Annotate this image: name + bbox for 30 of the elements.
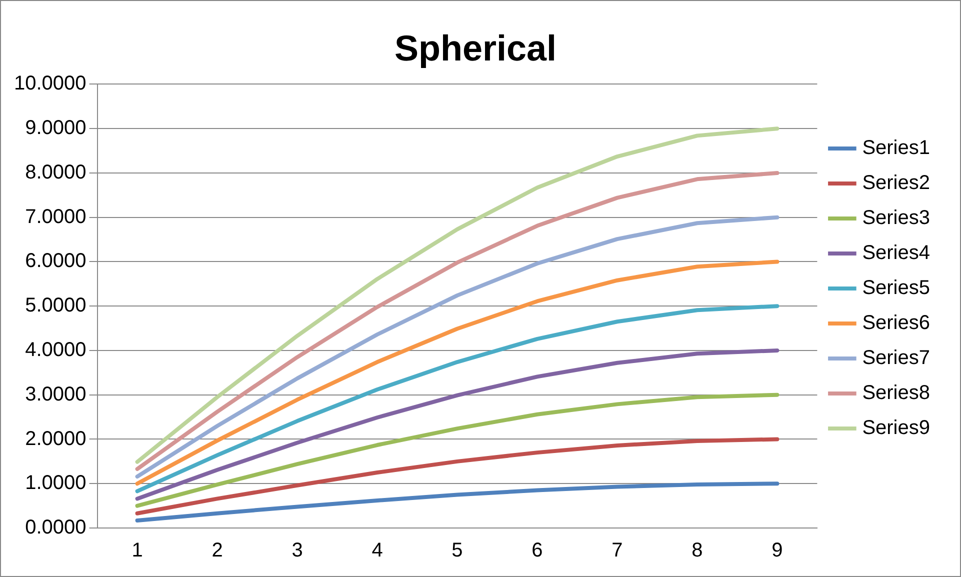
x-tick-label: 1 — [132, 540, 143, 562]
y-tick-label: 10.0000 — [14, 72, 86, 95]
x-tick-label: 6 — [532, 540, 543, 562]
legend-label: Series4 — [862, 242, 930, 264]
y-tick-label: 5.0000 — [25, 294, 86, 317]
x-tick-label: 3 — [292, 540, 303, 562]
y-tick-label: 8.0000 — [25, 161, 86, 184]
y-tick-label: 6.0000 — [25, 250, 86, 272]
y-tick-label: 0.0000 — [25, 516, 86, 539]
legend-label: Series3 — [862, 207, 930, 230]
y-tick-label: 7.0000 — [25, 206, 86, 228]
x-tick-label: 7 — [612, 540, 623, 562]
legend-label: Series8 — [862, 382, 930, 404]
y-tick-label: 2.0000 — [25, 428, 86, 450]
y-tick-label: 4.0000 — [25, 338, 86, 361]
legend-label: Series6 — [862, 312, 930, 334]
legend-label: Series1 — [862, 137, 930, 160]
y-tick-label: 9.0000 — [25, 117, 86, 140]
y-tick-label: 1.0000 — [25, 472, 86, 494]
chart-title: Spherical — [394, 28, 557, 69]
x-tick-label: 4 — [372, 540, 383, 562]
legend-label: Series9 — [862, 417, 930, 440]
legend-label: Series5 — [862, 277, 930, 300]
y-tick-label: 3.0000 — [25, 383, 86, 406]
x-tick-label: 9 — [772, 540, 783, 562]
legend-label: Series2 — [862, 172, 930, 194]
x-tick-label: 8 — [692, 540, 703, 562]
x-tick-label: 5 — [452, 540, 463, 562]
legend-label: Series7 — [862, 347, 930, 370]
x-tick-label: 2 — [212, 540, 223, 562]
